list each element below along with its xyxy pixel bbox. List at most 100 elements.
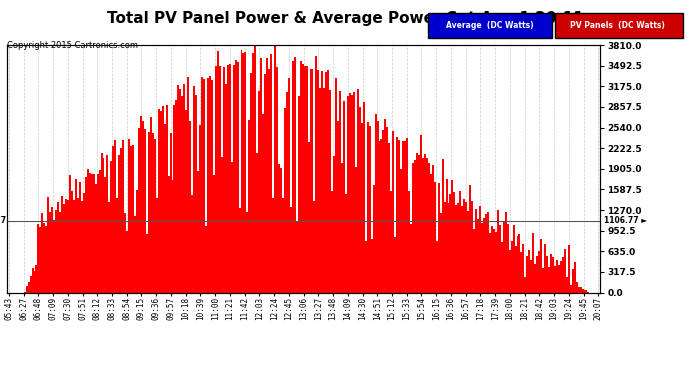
Bar [282, 198, 284, 292]
Bar [544, 244, 546, 292]
Bar [382, 130, 384, 292]
Text: 1106.77 ►: 1106.77 ► [604, 216, 648, 225]
Bar [118, 155, 120, 292]
Bar [203, 78, 205, 292]
Bar [402, 141, 404, 292]
Bar [469, 185, 471, 292]
Bar [538, 251, 540, 292]
Bar [524, 276, 526, 292]
Bar [517, 236, 518, 292]
Bar [144, 129, 146, 292]
Bar [578, 286, 580, 292]
Bar [424, 154, 426, 292]
Bar [101, 153, 103, 292]
Bar [83, 193, 85, 292]
Bar [487, 211, 489, 292]
Bar [371, 239, 373, 292]
Bar [467, 211, 469, 292]
Bar [375, 114, 377, 292]
Bar [73, 200, 75, 292]
Bar [546, 256, 548, 292]
Bar [504, 212, 506, 292]
Bar [377, 121, 379, 292]
Bar [396, 137, 398, 292]
Bar [106, 155, 108, 292]
Bar [384, 119, 386, 292]
Bar [520, 252, 522, 292]
Bar [55, 210, 57, 292]
Bar [313, 201, 315, 292]
Bar [534, 264, 536, 292]
Bar [164, 124, 166, 292]
Text: Copyright 2015 Cartronics.com: Copyright 2015 Cartronics.com [7, 41, 138, 50]
Bar [108, 202, 110, 292]
Bar [463, 199, 465, 292]
Bar [225, 84, 227, 292]
Bar [550, 254, 552, 292]
Bar [77, 198, 79, 292]
Bar [191, 195, 193, 292]
Bar [329, 90, 331, 292]
Bar [548, 267, 550, 292]
Bar [586, 290, 587, 292]
Bar [509, 250, 511, 292]
Bar [495, 232, 497, 292]
Bar [233, 65, 235, 292]
Bar [32, 268, 34, 292]
Bar [361, 123, 363, 292]
Bar [49, 211, 51, 292]
Bar [122, 140, 124, 292]
Bar [479, 206, 481, 292]
Bar [302, 64, 304, 292]
Bar [391, 191, 393, 292]
Bar [223, 67, 225, 292]
Bar [322, 71, 324, 292]
Bar [51, 207, 53, 292]
Bar [150, 117, 152, 292]
Bar [274, 45, 276, 292]
Bar [451, 180, 453, 292]
Bar [497, 210, 499, 292]
Bar [134, 216, 136, 292]
Bar [532, 234, 534, 292]
Bar [262, 114, 264, 292]
Bar [501, 242, 503, 292]
Bar [193, 86, 195, 292]
Bar [349, 93, 351, 292]
Bar [304, 66, 306, 292]
Bar [81, 201, 83, 292]
Bar [67, 200, 69, 292]
Bar [394, 237, 396, 292]
Bar [199, 124, 201, 292]
Bar [324, 88, 325, 292]
Bar [393, 131, 394, 292]
Bar [531, 261, 532, 292]
Bar [230, 162, 233, 292]
Bar [152, 133, 154, 292]
Bar [266, 58, 268, 292]
Bar [112, 146, 115, 292]
Bar [560, 261, 562, 292]
Bar [97, 174, 99, 292]
Bar [339, 92, 341, 292]
Bar [462, 207, 463, 292]
Bar [449, 194, 451, 292]
Bar [448, 203, 449, 292]
Bar [297, 96, 299, 292]
Bar [270, 54, 272, 292]
Bar [99, 170, 101, 292]
Bar [85, 177, 87, 292]
Bar [552, 257, 554, 292]
Bar [242, 53, 244, 292]
Bar [331, 192, 333, 292]
Bar [89, 173, 90, 292]
Bar [189, 121, 191, 292]
Bar [400, 169, 402, 292]
Bar [359, 107, 361, 292]
Bar [61, 196, 63, 292]
Text: Total PV Panel Power & Average Power Sat Aug 1 20:11: Total PV Panel Power & Average Power Sat… [107, 11, 583, 26]
Bar [197, 171, 199, 292]
Bar [404, 141, 406, 292]
Bar [253, 53, 255, 292]
Bar [379, 141, 380, 292]
